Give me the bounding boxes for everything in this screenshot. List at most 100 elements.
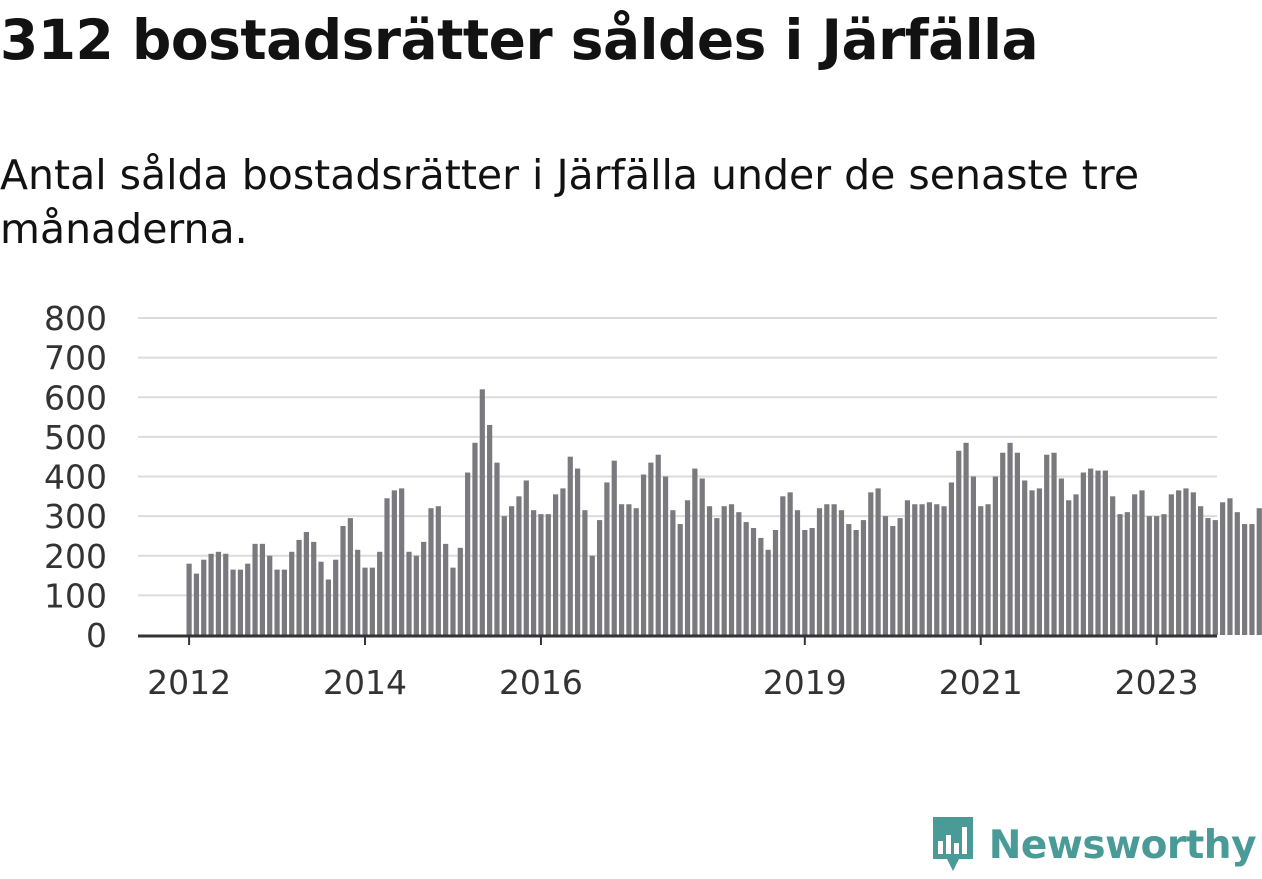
bar xyxy=(362,567,368,635)
bar xyxy=(487,424,493,635)
x-tick-label: 2012 xyxy=(147,663,231,702)
bar xyxy=(780,496,786,635)
bar xyxy=(443,543,449,635)
bar xyxy=(670,510,676,635)
bar xyxy=(1132,494,1138,635)
bar xyxy=(472,442,478,635)
bar xyxy=(750,528,757,635)
bar xyxy=(633,508,639,635)
y-tick-label: 0 xyxy=(86,616,107,655)
bar xyxy=(948,482,955,635)
bar xyxy=(794,510,801,635)
chart-subtitle: Antal sålda bostadsrätter i Järfälla und… xyxy=(0,151,1140,253)
bar xyxy=(743,522,749,635)
bar xyxy=(941,506,947,635)
bar xyxy=(736,512,742,635)
bar xyxy=(509,506,515,635)
bar xyxy=(450,567,456,635)
bar xyxy=(289,551,295,635)
bar xyxy=(1073,494,1079,635)
bar xyxy=(1110,496,1116,635)
bar xyxy=(457,547,463,635)
bar xyxy=(838,510,845,635)
chart-title: 312 bostadsrätter såldes i Järfälla xyxy=(0,8,1039,72)
x-tick-label: 2014 xyxy=(323,663,407,702)
bar xyxy=(1190,492,1196,635)
bar xyxy=(802,529,808,635)
bar xyxy=(479,389,485,635)
bar xyxy=(1095,470,1101,635)
bar xyxy=(1168,494,1174,635)
bar xyxy=(978,506,984,635)
bar xyxy=(1139,490,1145,635)
bar xyxy=(589,555,595,635)
bar xyxy=(281,569,287,635)
bar xyxy=(296,539,302,635)
bar xyxy=(1220,502,1226,635)
bar xyxy=(267,555,273,635)
bar xyxy=(333,559,339,635)
bar xyxy=(274,569,280,635)
bar xyxy=(516,496,522,635)
bar xyxy=(824,504,830,635)
bar xyxy=(640,474,647,635)
bar xyxy=(809,528,815,635)
bar xyxy=(831,504,837,635)
bar xyxy=(355,549,361,635)
bar xyxy=(1102,470,1108,635)
bar xyxy=(545,514,551,635)
bar xyxy=(501,516,507,635)
bar xyxy=(318,561,324,635)
bar xyxy=(259,543,265,635)
bar xyxy=(465,472,471,635)
bar xyxy=(494,462,500,635)
bar xyxy=(868,492,874,635)
bar xyxy=(919,504,925,635)
bar xyxy=(1117,514,1123,635)
bar xyxy=(963,442,969,635)
bar xyxy=(992,476,998,635)
x-tick-label: 2023 xyxy=(1115,663,1199,702)
bar xyxy=(758,537,764,635)
bar xyxy=(875,488,881,635)
bar xyxy=(604,482,610,635)
bar xyxy=(201,559,207,635)
bar xyxy=(934,504,940,635)
bar xyxy=(1198,506,1204,635)
bar xyxy=(413,555,419,635)
bar xyxy=(215,551,222,635)
bar xyxy=(956,450,962,635)
bar xyxy=(1007,442,1013,635)
x-tick-label: 2019 xyxy=(763,663,847,702)
bar xyxy=(252,543,258,635)
bar xyxy=(648,462,654,635)
bar xyxy=(567,456,573,635)
bar xyxy=(772,529,779,635)
bar xyxy=(853,529,859,635)
bar xyxy=(186,563,192,635)
bar xyxy=(406,551,412,635)
bar xyxy=(626,504,632,635)
bar xyxy=(1183,488,1189,635)
bar xyxy=(890,526,896,635)
bar xyxy=(377,551,383,635)
bar xyxy=(1066,500,1072,635)
bar xyxy=(1161,514,1167,635)
bar xyxy=(340,526,346,635)
y-tick-label: 400 xyxy=(44,458,107,497)
bar xyxy=(846,524,852,635)
y-tick-label: 200 xyxy=(44,537,107,576)
bar xyxy=(1000,452,1006,635)
bar xyxy=(237,569,244,635)
newsworthy-logo-icon xyxy=(932,817,973,871)
bar xyxy=(904,500,911,635)
bar xyxy=(1124,512,1130,635)
bar xyxy=(611,460,617,635)
y-tick-label: 800 xyxy=(44,299,107,338)
y-tick-label: 600 xyxy=(44,378,107,417)
bar xyxy=(787,492,793,635)
bar xyxy=(765,549,771,635)
bar xyxy=(728,504,735,635)
bar xyxy=(574,468,581,635)
